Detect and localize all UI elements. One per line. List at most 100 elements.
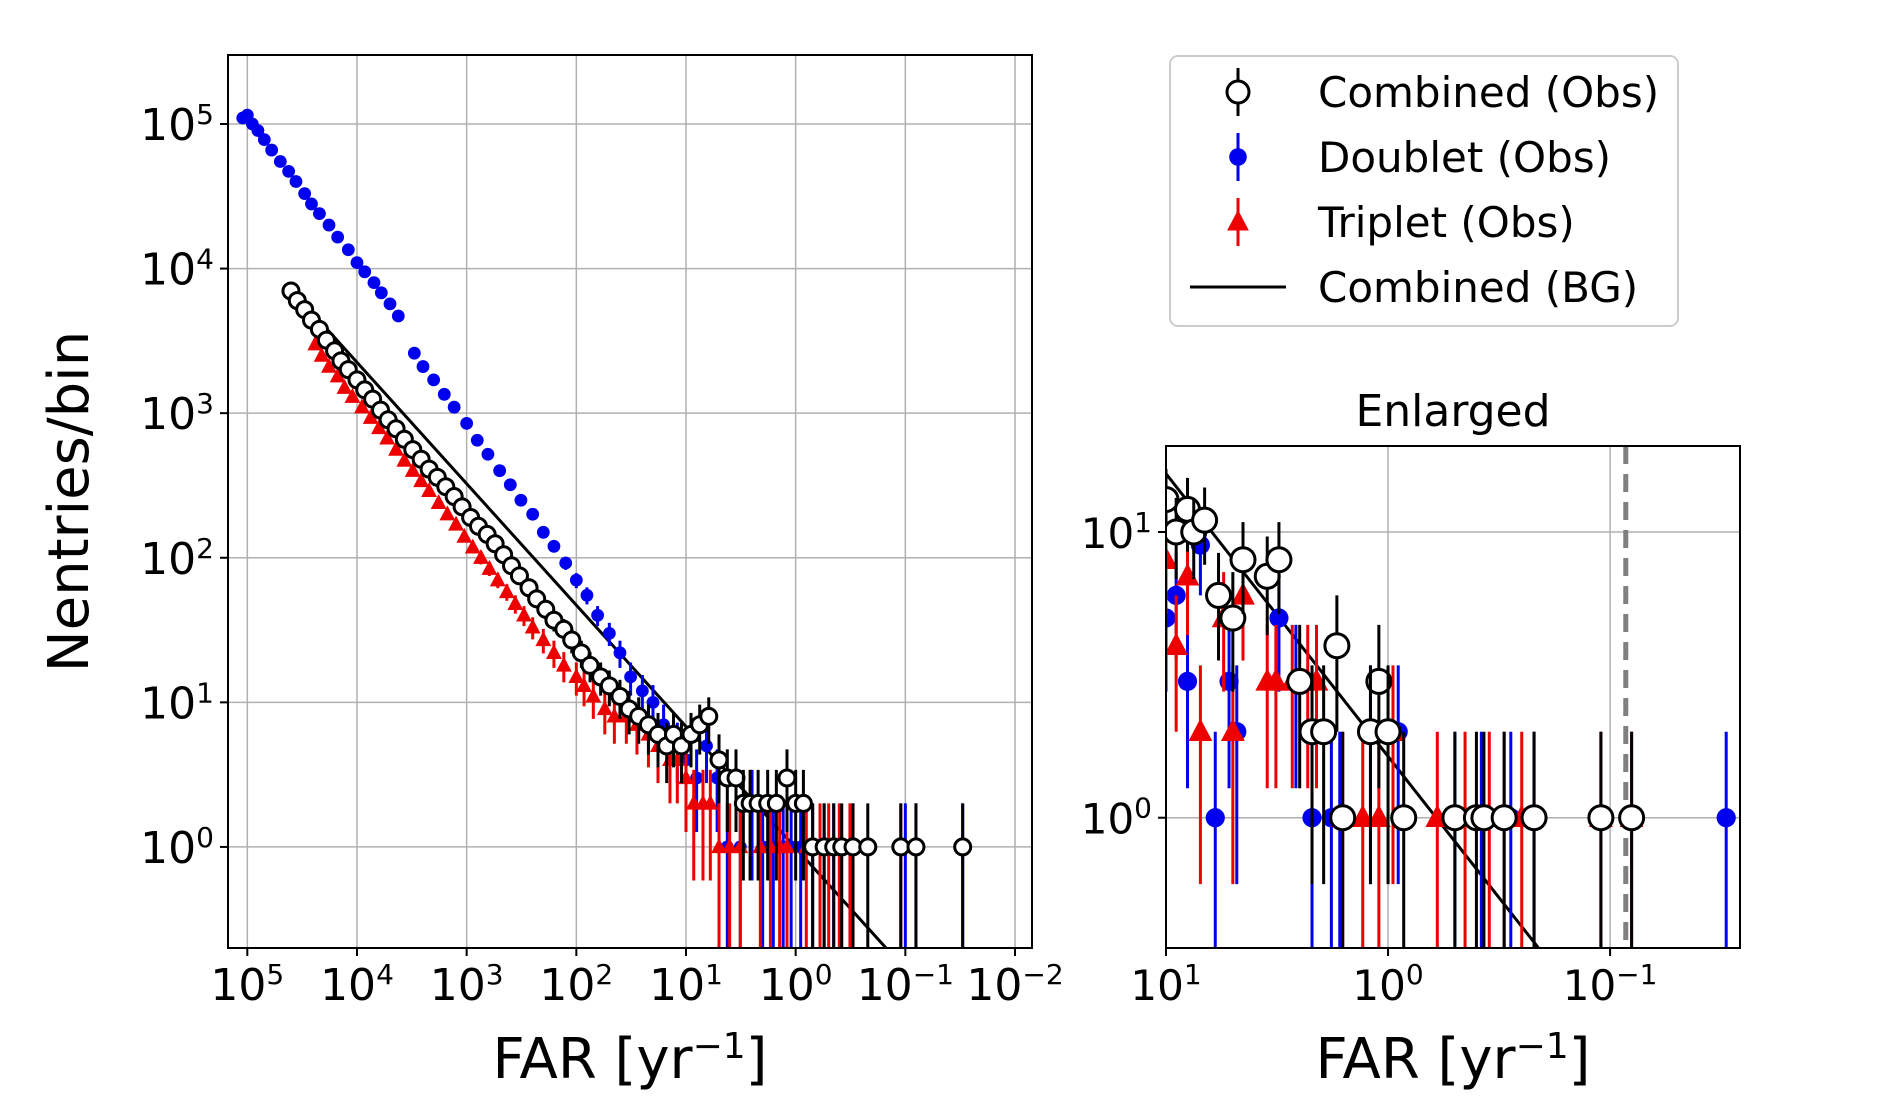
data-point (282, 164, 296, 178)
data-point (635, 684, 649, 698)
y-tick-label: 100 (1081, 791, 1152, 844)
main-x-ticks: 105 104 103 102 101 100 10−1 10−2 (210, 948, 1064, 1012)
data-point (1205, 581, 1233, 609)
data-point (1264, 668, 1288, 691)
data-point (1166, 608, 1176, 628)
data-point (1205, 808, 1225, 828)
data-point (891, 837, 911, 857)
x-tick-label: 10−1 (1563, 958, 1658, 1011)
data-point (1310, 718, 1338, 746)
data-point (493, 464, 507, 478)
data-point (721, 838, 738, 854)
data-point (793, 793, 813, 813)
data-point (257, 133, 271, 146)
data-point (427, 373, 441, 387)
data-point (448, 515, 464, 531)
data-point (413, 472, 430, 488)
data-point (699, 706, 719, 726)
y-tick-label: 105 (140, 97, 214, 151)
data-point (305, 197, 318, 211)
main-y-axis-label: Nentries/bin (37, 331, 102, 672)
x-tick-label: 10−2 (966, 958, 1063, 1012)
data-point (1323, 632, 1351, 660)
legend-label: Doublet (Obs) (1318, 133, 1611, 182)
data-point (1265, 546, 1293, 574)
data-point (606, 707, 623, 723)
data-point (322, 218, 336, 232)
data-point (702, 794, 719, 810)
data-point (251, 124, 265, 138)
data-point (777, 768, 797, 788)
data-point (547, 539, 561, 553)
data-point (421, 482, 438, 498)
data-point (447, 400, 461, 414)
data-point (350, 256, 364, 269)
data-point (1490, 804, 1518, 832)
data-point (524, 618, 541, 634)
data-point (1366, 804, 1391, 827)
data-point (439, 505, 456, 521)
y-tick-label: 101 (140, 676, 214, 730)
data-point (779, 838, 795, 854)
data-point (1618, 804, 1646, 832)
series-open-circle (281, 281, 973, 948)
data-point (358, 265, 372, 279)
legend-marker (1229, 148, 1247, 166)
x-tick-label: 100 (1352, 958, 1423, 1011)
y-tick-label: 100 (140, 820, 214, 874)
data-point (416, 360, 430, 373)
data-point (371, 419, 387, 435)
data-point (379, 429, 396, 445)
data-point (498, 583, 515, 599)
inset-y-ticks: 100 101 (1081, 506, 1166, 844)
data-point (374, 286, 388, 300)
data-point (489, 571, 506, 587)
legend-label: Combined (Obs) (1318, 68, 1659, 117)
data-point (726, 768, 746, 788)
data-point (331, 230, 345, 244)
data-point (1191, 506, 1219, 534)
inset-axes-frame (1165, 445, 1741, 949)
data-point (576, 677, 592, 693)
data-point (559, 556, 573, 570)
data-point (367, 276, 381, 289)
main-axes-frame (227, 54, 1033, 949)
data-point (1587, 804, 1615, 832)
data-point (404, 461, 421, 477)
data-point (298, 187, 312, 201)
data-point (1329, 804, 1357, 832)
inset-grid (1165, 446, 1740, 948)
data-point (307, 335, 324, 351)
data-point (596, 700, 613, 716)
x-tick-label: 101 (649, 958, 723, 1012)
data-point (388, 440, 405, 456)
data-point (1716, 808, 1736, 828)
data-point (858, 837, 878, 857)
legend-marker (1227, 209, 1249, 231)
data-point (516, 606, 532, 622)
data-point (580, 655, 600, 675)
data-point (555, 656, 572, 672)
x-tick-label: 102 (539, 958, 613, 1012)
data-point (1166, 546, 1178, 569)
data-point (503, 478, 517, 492)
x-tick-label: 105 (210, 958, 284, 1012)
inset-plot: Enlarged 101 100 10−1 100 101 FAR [yr−1] (1081, 386, 1741, 1093)
legend-item: Combined (Obs) (1225, 68, 1659, 117)
data-point (711, 838, 727, 854)
data-point (1350, 804, 1375, 827)
inset-x-axis-label: FAR [yr−1] (1315, 1026, 1590, 1093)
data-point (273, 155, 287, 168)
y-tick-label: 103 (140, 387, 214, 441)
data-point (362, 408, 379, 424)
data-point (460, 416, 474, 430)
data-point (700, 739, 713, 753)
data-point (580, 588, 594, 602)
data-point (1220, 718, 1245, 741)
data-point (752, 838, 769, 854)
data-point (591, 608, 604, 622)
inset-title: Enlarged (1355, 386, 1550, 437)
main-plot: 105 104 103 102 101 100 10−1 10−2 1001011021031… (37, 54, 1064, 1092)
data-point (1520, 804, 1548, 832)
